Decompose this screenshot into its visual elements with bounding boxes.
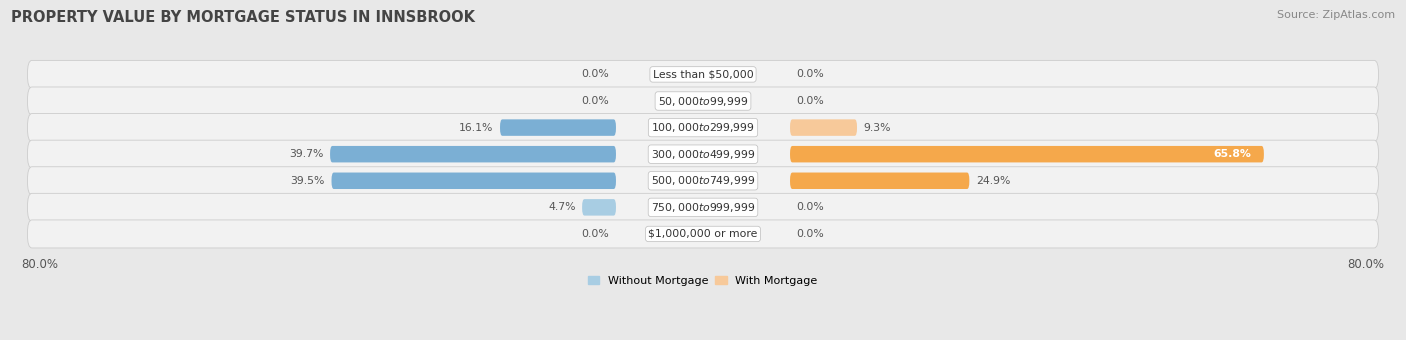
Text: $300,000 to $499,999: $300,000 to $499,999 xyxy=(651,148,755,161)
Text: $50,000 to $99,999: $50,000 to $99,999 xyxy=(658,95,748,107)
Text: 9.3%: 9.3% xyxy=(863,123,891,133)
FancyBboxPatch shape xyxy=(28,61,1378,88)
Text: 0.0%: 0.0% xyxy=(797,229,824,239)
Text: 39.7%: 39.7% xyxy=(290,149,323,159)
FancyBboxPatch shape xyxy=(28,87,1378,115)
Text: 4.7%: 4.7% xyxy=(548,202,575,212)
Text: Source: ZipAtlas.com: Source: ZipAtlas.com xyxy=(1277,10,1395,20)
Text: $100,000 to $299,999: $100,000 to $299,999 xyxy=(651,121,755,134)
Text: $750,000 to $999,999: $750,000 to $999,999 xyxy=(651,201,755,214)
Legend: Without Mortgage, With Mortgage: Without Mortgage, With Mortgage xyxy=(583,271,823,290)
Text: 0.0%: 0.0% xyxy=(797,202,824,212)
Text: 0.0%: 0.0% xyxy=(582,69,609,80)
Text: 65.8%: 65.8% xyxy=(1213,149,1251,159)
Text: 0.0%: 0.0% xyxy=(582,229,609,239)
Text: Less than $50,000: Less than $50,000 xyxy=(652,69,754,80)
FancyBboxPatch shape xyxy=(28,114,1378,141)
Text: 39.5%: 39.5% xyxy=(291,176,325,186)
Text: 0.0%: 0.0% xyxy=(797,69,824,80)
Text: PROPERTY VALUE BY MORTGAGE STATUS IN INNSBROOK: PROPERTY VALUE BY MORTGAGE STATUS IN INN… xyxy=(11,10,475,25)
Text: 0.0%: 0.0% xyxy=(797,96,824,106)
Text: 24.9%: 24.9% xyxy=(976,176,1011,186)
FancyBboxPatch shape xyxy=(790,146,1264,163)
FancyBboxPatch shape xyxy=(28,167,1378,195)
Text: $1,000,000 or more: $1,000,000 or more xyxy=(648,229,758,239)
FancyBboxPatch shape xyxy=(332,172,616,189)
Text: 16.1%: 16.1% xyxy=(458,123,494,133)
FancyBboxPatch shape xyxy=(28,220,1378,248)
FancyBboxPatch shape xyxy=(582,199,616,216)
FancyBboxPatch shape xyxy=(790,119,858,136)
Text: 0.0%: 0.0% xyxy=(582,96,609,106)
FancyBboxPatch shape xyxy=(330,146,616,163)
FancyBboxPatch shape xyxy=(501,119,616,136)
FancyBboxPatch shape xyxy=(28,193,1378,221)
FancyBboxPatch shape xyxy=(790,172,969,189)
FancyBboxPatch shape xyxy=(28,140,1378,168)
Text: $500,000 to $749,999: $500,000 to $749,999 xyxy=(651,174,755,187)
